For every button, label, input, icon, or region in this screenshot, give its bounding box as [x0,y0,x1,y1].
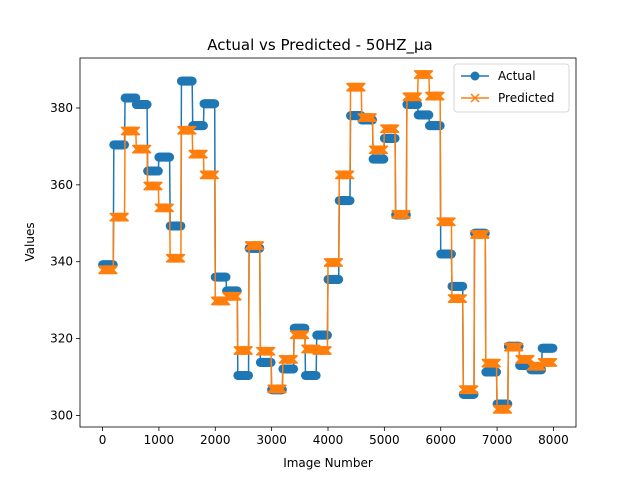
data-point-actual [210,99,220,109]
data-point-actual [424,110,434,120]
data-point-predicted [469,385,479,395]
data-point-predicted [131,126,141,136]
series-line-predicted [102,73,553,411]
x-tick-label: 4000 [313,433,344,447]
data-point-actual [165,152,175,162]
data-point-predicted [356,82,366,92]
data-point-actual [311,370,321,380]
y-tick-label: 320 [50,332,73,346]
x-tick-label: 0 [99,433,107,447]
data-point-predicted [424,69,434,80]
data-point-predicted [266,346,276,356]
data-point-predicted [142,144,152,154]
data-point-predicted [300,330,310,340]
data-point-actual [198,121,208,131]
data-point-actual [548,343,558,353]
x-tick-label: 8000 [538,433,569,447]
data-point-predicted [401,209,411,219]
y-tick-label: 340 [50,255,73,269]
data-point-predicted [187,125,197,135]
data-point-predicted [232,291,242,301]
data-point-actual [334,274,344,284]
data-point-predicted [435,91,445,101]
x-tick-label: 1000 [144,433,175,447]
data-point-actual [289,364,299,374]
data-point-predicted [446,217,456,227]
data-point-predicted [255,241,265,251]
data-point-predicted [491,358,502,368]
data-point-actual [221,272,231,282]
data-point-predicted [503,404,513,414]
data-point-actual [413,100,423,110]
data-point-actual [187,76,197,86]
data-point-predicted [165,203,175,213]
legend-actual-label: Actual [498,69,536,83]
chart-title: Actual vs Predicted - 50HZ_µa [207,36,432,55]
data-point-actual [153,166,163,176]
data-point-predicted [198,149,208,159]
data-point-predicted [345,170,355,180]
data-point-actual [379,154,389,164]
series-predicted [98,69,558,414]
data-point-predicted [277,384,287,394]
legend: Actual Predicted [453,63,570,113]
x-tick-label: 2000 [200,433,231,447]
axes-frame [79,57,577,428]
data-point-predicted [334,257,344,268]
data-point-predicted [413,92,423,102]
x-axis: 0 1000 2000 3000 4000 5000 6000 7000 8000 [99,427,569,447]
data-point-predicted [322,345,332,356]
legend-predicted-marker [470,93,480,103]
data-point-predicted [390,124,400,134]
data-point-predicted [548,357,558,367]
legend-actual-marker [470,71,480,81]
y-tick-label: 380 [50,101,73,115]
y-tick-label: 360 [50,178,73,192]
data-point-predicted [480,229,490,239]
y-axis-label: Values [23,222,37,261]
data-point-predicted [289,354,299,364]
x-axis-label: Image Number [283,456,373,470]
legend-predicted-label: Predicted [498,91,554,105]
data-point-actual [244,370,254,380]
y-tick-label: 300 [50,408,73,422]
data-point-predicted [153,181,163,191]
data-point-actual [345,196,355,206]
data-point-predicted [379,145,389,155]
data-point-predicted [367,113,378,123]
data-point-actual [458,281,468,291]
x-tick-label: 6000 [425,433,456,447]
data-point-predicted [119,212,130,222]
data-point-predicted [108,265,118,275]
data-point-predicted [514,342,524,352]
series-actual [98,76,558,409]
data-point-predicted [458,294,468,304]
data-point-predicted [176,253,186,263]
x-tick-label: 5000 [369,433,400,447]
x-tick-label: 7000 [482,433,513,447]
data-point-predicted [243,345,254,356]
x-tick-label: 3000 [256,433,287,447]
data-point-actual [142,100,152,110]
data-point-predicted [210,170,220,180]
plot-area [98,69,558,414]
y-axis: 300 320 340 360 380 [50,101,80,422]
